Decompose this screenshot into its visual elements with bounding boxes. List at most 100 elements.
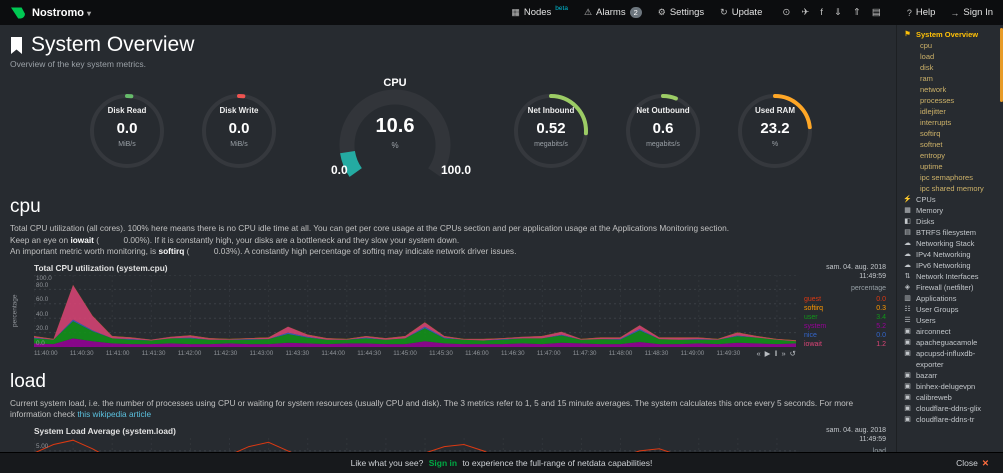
sidebar-item-airconnect[interactable]: ▣ airconnect — [904, 327, 951, 336]
forward-button[interactable]: » — [781, 348, 786, 358]
cpu-chart[interactable]: Total CPU utilization (system.cpu) perce… — [10, 263, 892, 358]
x-tick: 11:42:00 — [177, 349, 202, 357]
topbar-nodes-button[interactable]: ▦ Nodes beta — [511, 5, 568, 18]
footer-message: Like what you see? Sign in to experience… — [350, 458, 653, 468]
sidebar-item-cloudflare-ddns-glix[interactable]: ▣ cloudflare-ddns-glix — [904, 404, 982, 413]
sidebar-item-interrupts[interactable]: interrupts — [920, 118, 952, 127]
disk-read-gauge[interactable]: Disk Read 0.0 MiB/s — [83, 85, 171, 177]
page-header: System Overview — [10, 33, 892, 57]
sidebar-item-users[interactable]: ☰ Users — [904, 316, 936, 325]
legend-item-nice[interactable]: nice 0.0 — [804, 331, 886, 339]
sidebar-item-idlejitter[interactable]: idlejitter — [920, 107, 946, 116]
net-outbound-gauge[interactable]: Net Outbound 0.6 megabits/s — [619, 85, 707, 177]
legend-item-system[interactable]: system 5.2 — [804, 322, 886, 330]
sidebar-item-network[interactable]: network — [920, 85, 947, 94]
topbar-update-button[interactable]: ↻ Update — [720, 7, 762, 18]
topbar-signin-button[interactable]: → Sign In — [950, 7, 993, 18]
github-icon[interactable]: ⊙ — [782, 7, 791, 18]
net-inbound-gauge[interactable]: Net Inbound 0.52 megabits/s — [507, 85, 595, 177]
facebook-icon[interactable]: f — [820, 7, 823, 18]
sidebar-item-system-overview[interactable]: ⚑ System Overview — [904, 30, 979, 39]
sidebar-item-processes[interactable]: processes — [920, 96, 955, 105]
sidebar-item-applications[interactable]: ▥ Applications — [904, 294, 957, 303]
gauge-value: 0.6 — [652, 120, 674, 137]
gauge-unit: MiB/s — [230, 141, 248, 148]
sidebar-item-apcupsd-influxdb-exporter[interactable]: ▣ apcupsd-influxdb-exporter — [904, 349, 976, 369]
footer-signin-link[interactable]: Sign in — [428, 458, 458, 468]
sidebar-item-cloudflare-ddns-tr[interactable]: ▣ cloudflare-ddns-tr — [904, 415, 975, 424]
sidebar-item-btrfs-filesystem[interactable]: ▤ BTRFS filesystem — [904, 228, 977, 237]
legend-item-guest[interactable]: guest 0.0 — [804, 295, 886, 303]
x-tick: 11:47:00 — [536, 349, 561, 357]
node-name-menu[interactable]: Nostromo ▾ — [32, 7, 91, 19]
system-overview-icon: ⚑ — [904, 31, 911, 38]
footer-close-button[interactable]: Close ✕ — [956, 457, 989, 469]
sidebar-item-firewall-netfilter[interactable]: ◈ Firewall (netfilter) — [904, 283, 974, 292]
chevron-down-icon: ▾ — [86, 8, 91, 18]
load-plot-area[interactable]: load 3.004.005.00 — [34, 438, 796, 453]
twitter-icon[interactable]: ✈ — [801, 7, 810, 18]
used-ram-gauge[interactable]: Used RAM 23.2 % — [731, 85, 819, 177]
x-tick: 11:49:00 — [680, 349, 705, 357]
gauge-unit: megabits/s — [534, 141, 568, 148]
legend-unit: load — [872, 447, 886, 453]
sidebar-item-cpu[interactable]: cpu — [920, 41, 933, 50]
sidebar-item-ram[interactable]: ram — [920, 74, 933, 83]
sidebar-item-bazarr[interactable]: ▣ bazarr — [904, 371, 938, 380]
disk-write-gauge[interactable]: Disk Write 0.0 MiB/s — [195, 85, 283, 177]
download-icon[interactable]: ⇓ — [833, 7, 842, 18]
sidebar-item-entropy[interactable]: entropy — [920, 151, 946, 160]
sidebar-scrollbar[interactable] — [1000, 28, 1003, 102]
cpu-gauge-min: 0.0 — [331, 163, 348, 177]
sidebar-item-user-groups[interactable]: ☷ User Groups — [904, 305, 959, 314]
y-axis-title: percentage — [11, 294, 19, 327]
print-icon[interactable]: ▤ — [871, 7, 881, 18]
legend-item-iowait[interactable]: iowait 1.2 — [804, 340, 886, 348]
gauge-label: Disk Write — [219, 106, 259, 115]
update-icon: ↻ — [720, 7, 728, 17]
topbar-settings-button[interactable]: ⚙ Settings — [658, 7, 704, 18]
rewind-button[interactable]: « — [756, 348, 761, 358]
topbar-alarms-button[interactable]: ⚠ Alarms 2 — [584, 7, 642, 18]
load-chart[interactable]: System Load Average (system.load) load 3… — [10, 426, 892, 453]
legend-item-user[interactable]: user 3.4 — [804, 313, 886, 321]
play-button[interactable]: ▶ — [764, 348, 771, 358]
wikipedia-link[interactable]: this wikipedia article — [77, 409, 152, 419]
sidebar-item-ipc-semaphores[interactable]: ipc semaphores — [920, 173, 973, 182]
gauges-row: Disk Read 0.0 MiB/s Disk Write 0.0 MiB/s… — [10, 77, 892, 183]
sidebar-item-softnet[interactable]: softnet — [920, 140, 943, 149]
reset-button[interactable]: ↺ — [789, 348, 796, 358]
sidebar-item-apacheguacamole[interactable]: ▣ apacheguacamole — [904, 338, 978, 347]
gauge-value: 23.2 — [760, 120, 790, 137]
node-name-label: Nostromo — [32, 6, 84, 19]
sidebar-item-load[interactable]: load — [920, 52, 935, 61]
sidebar-item-network-interfaces[interactable]: ⇅ Network Interfaces — [904, 272, 979, 281]
gauge-ring-icon — [90, 94, 164, 168]
topbar-help-button[interactable]: ? Help — [906, 7, 936, 18]
sidebar-item-memory[interactable]: ▦ Memory — [904, 206, 944, 215]
sidebar-item-ipv6-networking[interactable]: ☁ IPv6 Networking — [904, 261, 971, 270]
netdata-logo-icon[interactable] — [10, 5, 26, 21]
sidebar-item-disk[interactable]: disk — [920, 63, 934, 72]
y-tick: 20.0 — [36, 325, 49, 333]
sidebar-item-ipv4-networking[interactable]: ☁ IPv4 Networking — [904, 250, 971, 259]
sidebar-item-softirq[interactable]: softirq — [920, 129, 941, 138]
sidebar-item-networking-stack[interactable]: ☁ Networking Stack — [904, 239, 975, 248]
y-tick: 40.0 — [36, 310, 49, 318]
content-area: System Overview Overview of the key syst… — [0, 25, 1003, 452]
sidebar-item-binhex-delugevpn[interactable]: ▣ binhex-delugevpn — [904, 382, 976, 391]
sidebar-item-cpus[interactable]: ⚡ CPUs — [903, 195, 936, 204]
sidebar-item-uptime[interactable]: uptime — [920, 162, 943, 171]
cpu-plot-area[interactable]: percentage 0.0 20.0 40.0 60.0 80.0 100.0 — [12, 274, 796, 347]
x-tick: 11:40:00 — [34, 349, 58, 357]
legend-item-softirq[interactable]: softirq 0.3 — [804, 304, 886, 312]
gauge-label: Disk Read — [107, 106, 147, 115]
gauge-label: Net Inbound — [527, 106, 575, 115]
pause-button[interactable]: ‖ — [774, 348, 778, 358]
sidebar-item-ipc-shared-memory[interactable]: ipc shared memory — [920, 184, 984, 193]
sidebar-item-disks[interactable]: ◧ Disks — [904, 217, 935, 226]
cpu-gauge[interactable]: CPU 10.6 % 0.0 100.0 — [307, 77, 483, 181]
cpu-gauge-max: 100.0 — [440, 163, 471, 177]
sidebar-item-calibreweb[interactable]: ▣ calibreweb — [904, 393, 952, 402]
export-icon[interactable]: ⇑ — [852, 7, 861, 18]
